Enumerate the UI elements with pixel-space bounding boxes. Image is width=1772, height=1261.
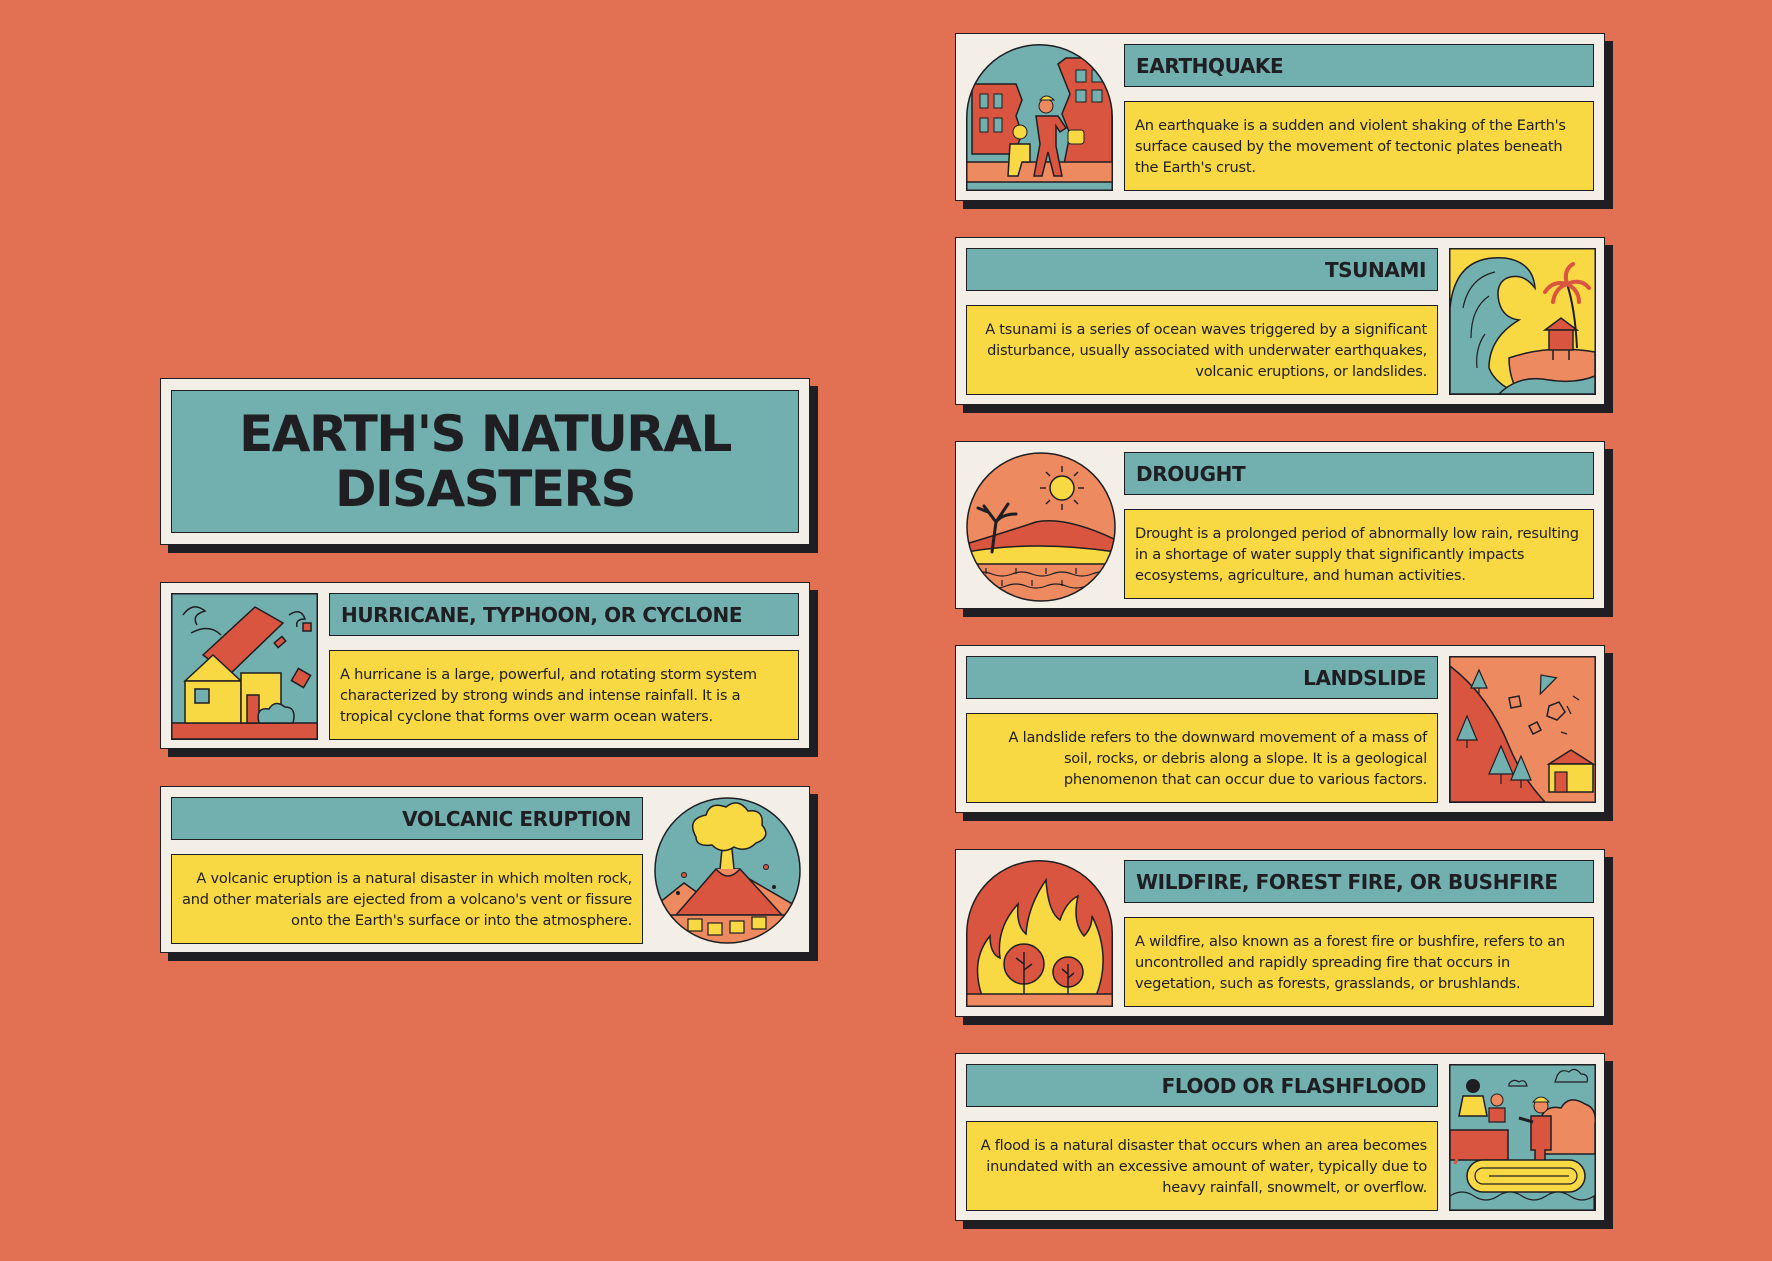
volcano-description: A volcanic eruption is a natural disaste… xyxy=(171,854,643,944)
tsunami-wave-icon xyxy=(1449,248,1596,395)
landslide-card: LANDSLIDE A landslide refers to the down… xyxy=(955,645,1605,813)
hurricane-card: HURRICANE, TYPHOON, OR CYCLONE A hurrica… xyxy=(160,582,810,749)
earthquake-text: An earthquake is a sudden and violent sh… xyxy=(1135,116,1566,176)
flood-rescue-boat-icon xyxy=(1449,1064,1596,1211)
landslide-description: A landslide refers to the downward movem… xyxy=(966,713,1438,803)
tsunami-text: A tsunami is a series of ocean waves tri… xyxy=(985,320,1427,380)
volcano-card: VOLCANIC ERUPTION A volcanic eruption is… xyxy=(160,786,810,953)
page-title: EARTH'S NATURAL DISASTERS xyxy=(239,404,732,518)
hurricane-description: A hurricane is a large, powerful, and ro… xyxy=(329,650,799,740)
drought-text: Drought is a prolonged period of abnorma… xyxy=(1135,524,1579,584)
hurricane-heading: HURRICANE, TYPHOON, OR CYCLONE xyxy=(329,593,799,636)
flood-card: FLOOD OR FLASHFLOOD A flood is a natural… xyxy=(955,1053,1605,1221)
flood-text: A flood is a natural disaster that occur… xyxy=(980,1136,1428,1196)
volcano-icon xyxy=(654,797,801,944)
hurricane-house-icon xyxy=(171,593,318,740)
tsunami-heading: TSUNAMI xyxy=(966,248,1438,291)
wildfire-card: WILDFIRE, FOREST FIRE, OR BUSHFIRE A wil… xyxy=(955,849,1605,1017)
earthquake-rescue-icon xyxy=(966,44,1113,191)
earthquake-heading: EARTHQUAKE xyxy=(1124,44,1594,87)
wildfire-text: A wildfire, also known as a forest fire … xyxy=(1135,932,1565,992)
landslide-text: A landslide refers to the downward movem… xyxy=(1008,728,1428,788)
tsunami-description: A tsunami is a series of ocean waves tri… xyxy=(966,305,1438,395)
flood-description: A flood is a natural disaster that occur… xyxy=(966,1121,1438,1211)
wildfire-description: A wildfire, also known as a forest fire … xyxy=(1124,917,1594,1007)
drought-description: Drought is a prolonged period of abnorma… xyxy=(1124,509,1594,599)
landslide-slope-icon xyxy=(1449,656,1596,803)
drought-sun-icon xyxy=(966,452,1116,602)
drought-heading: DROUGHT xyxy=(1124,452,1594,495)
tsunami-card: TSUNAMI A tsunami is a series of ocean w… xyxy=(955,237,1605,405)
earthquake-description: An earthquake is a sudden and violent sh… xyxy=(1124,101,1594,191)
wildfire-flame-icon xyxy=(966,860,1113,1007)
volcano-heading: VOLCANIC ERUPTION xyxy=(171,797,643,840)
title-box: EARTH'S NATURAL DISASTERS xyxy=(171,390,799,533)
hurricane-text: A hurricane is a large, powerful, and ro… xyxy=(340,665,757,725)
title-card: EARTH'S NATURAL DISASTERS xyxy=(160,378,810,545)
landslide-heading: LANDSLIDE xyxy=(966,656,1438,699)
volcano-text: A volcanic eruption is a natural disaste… xyxy=(182,869,632,929)
wildfire-heading: WILDFIRE, FOREST FIRE, OR BUSHFIRE xyxy=(1124,860,1594,903)
flood-heading: FLOOD OR FLASHFLOOD xyxy=(966,1064,1438,1107)
earthquake-card: EARTHQUAKE An earthquake is a sudden and… xyxy=(955,33,1605,201)
drought-card: DROUGHT Drought is a prolonged period of… xyxy=(955,441,1605,609)
